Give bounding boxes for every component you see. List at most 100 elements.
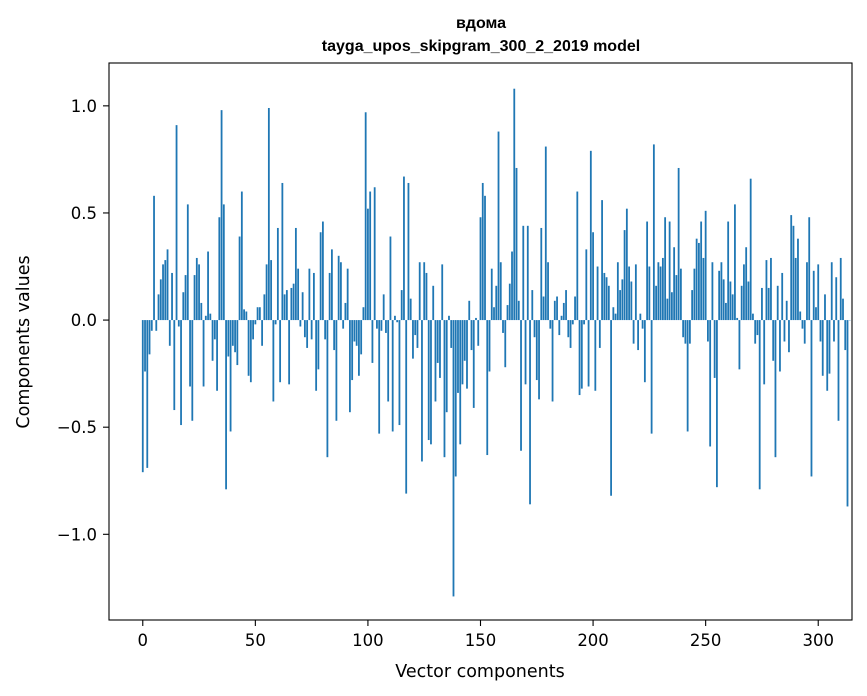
bar-248 xyxy=(700,221,703,321)
bar-229 xyxy=(657,262,660,321)
bar-135 xyxy=(445,320,448,413)
bar-198 xyxy=(587,320,590,387)
bar-73 xyxy=(306,320,309,348)
bar-139 xyxy=(454,320,457,477)
bar-271 xyxy=(752,313,754,321)
bar-252 xyxy=(709,320,712,447)
bar-188 xyxy=(565,290,567,321)
bar-98 xyxy=(362,307,365,321)
bar-23 xyxy=(193,275,196,321)
bar-273 xyxy=(756,320,759,336)
bar-261 xyxy=(729,281,732,321)
bar-256 xyxy=(718,270,721,321)
bar-84 xyxy=(330,249,333,321)
bar-231 xyxy=(661,257,664,321)
bar-162 xyxy=(506,305,509,321)
bar-310 xyxy=(839,257,842,321)
bar-87 xyxy=(337,255,340,321)
bar-197 xyxy=(585,249,588,321)
bar-301 xyxy=(819,320,822,342)
bar-71 xyxy=(301,292,304,321)
bar-74 xyxy=(308,268,311,321)
bar-134 xyxy=(443,320,446,458)
bar-293 xyxy=(801,320,804,329)
bar-291 xyxy=(797,238,799,321)
bar-42 xyxy=(236,320,239,366)
bar-179 xyxy=(544,146,547,321)
bar-101 xyxy=(369,191,372,321)
bar-62 xyxy=(281,182,284,321)
bar-228 xyxy=(655,285,658,321)
bar-165 xyxy=(513,88,516,321)
bar-148 xyxy=(475,317,477,321)
y-tick-label: 0.0 xyxy=(71,311,97,330)
bar-21 xyxy=(189,320,191,387)
bar-147 xyxy=(472,320,475,408)
bar-200 xyxy=(592,232,594,321)
bar-186 xyxy=(560,315,563,321)
bar-130 xyxy=(434,320,437,402)
bar-216 xyxy=(628,266,631,321)
bar-287 xyxy=(788,320,790,353)
bar-53 xyxy=(261,320,264,346)
bar-61 xyxy=(279,320,282,383)
bar-37 xyxy=(225,320,227,490)
bar-209 xyxy=(612,307,615,321)
bar-11 xyxy=(166,249,169,321)
bar-20 xyxy=(186,204,189,321)
bar-56 xyxy=(267,107,270,321)
y-tick-label: −0.5 xyxy=(57,418,97,437)
bar-272 xyxy=(754,320,757,344)
bar-136 xyxy=(448,315,450,321)
bar-225 xyxy=(648,266,651,321)
bar-189 xyxy=(567,320,570,338)
bar-212 xyxy=(619,290,621,321)
bar-257 xyxy=(720,262,723,321)
bar-40 xyxy=(231,320,234,346)
bar-244 xyxy=(691,290,694,321)
bar-32 xyxy=(213,320,216,340)
bar-157 xyxy=(495,285,498,321)
bar-24 xyxy=(195,257,198,321)
bar-3 xyxy=(148,320,151,355)
bar-288 xyxy=(790,215,793,321)
bar-167 xyxy=(517,300,520,321)
bar-239 xyxy=(679,268,682,321)
bar-70 xyxy=(299,320,302,327)
bar-203 xyxy=(598,320,601,348)
bar-267 xyxy=(743,264,745,321)
bar-31 xyxy=(211,320,214,361)
bar-80 xyxy=(321,221,324,321)
bar-1 xyxy=(144,320,146,372)
bar-205 xyxy=(603,272,606,321)
bar-66 xyxy=(290,287,293,321)
bar-245 xyxy=(693,268,696,321)
bar-35 xyxy=(220,110,223,321)
bar-12 xyxy=(168,320,171,346)
bar-299 xyxy=(815,307,817,321)
bar-199 xyxy=(589,150,592,321)
bar-275 xyxy=(761,287,763,321)
bar-46 xyxy=(245,311,248,321)
bar-119 xyxy=(409,298,412,321)
bar-106 xyxy=(380,320,383,331)
y-tick-label: −1.0 xyxy=(57,525,97,544)
bar-67 xyxy=(292,283,295,321)
bar-94 xyxy=(353,320,356,342)
bar-28 xyxy=(204,315,207,321)
bar-75 xyxy=(310,320,313,340)
bar-246 xyxy=(695,238,698,321)
bar-289 xyxy=(792,225,795,321)
bar-102 xyxy=(371,320,374,363)
bar-264 xyxy=(736,317,739,321)
bar-300 xyxy=(817,264,820,321)
bar-170 xyxy=(524,320,527,385)
bar-112 xyxy=(394,315,396,321)
bar-131 xyxy=(436,320,439,363)
bar-268 xyxy=(745,247,748,321)
bar-163 xyxy=(508,283,511,321)
plot-frame xyxy=(108,62,853,621)
bar-269 xyxy=(747,281,750,321)
y-axis-label: Components values xyxy=(14,255,34,428)
bar-262 xyxy=(731,294,734,321)
